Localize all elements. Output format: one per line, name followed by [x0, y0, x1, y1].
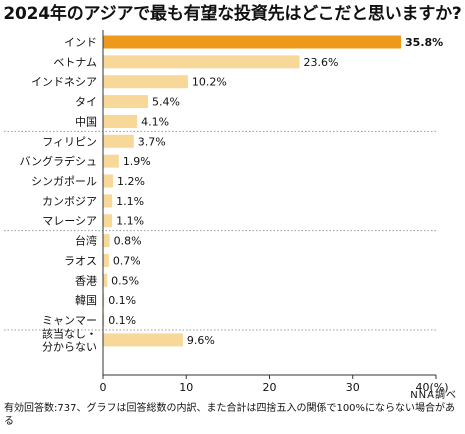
- bar-12: [103, 253, 109, 267]
- value-label-11: 0.8%: [114, 235, 142, 248]
- bar-9: [103, 194, 113, 208]
- chart-title: 2024年のアジアで最も有望な投資先はどこだと思いますか?: [3, 4, 462, 24]
- category-label-15: ミャンマー: [42, 314, 97, 327]
- value-label-12: 0.7%: [113, 254, 141, 267]
- value-label-2: 23.6%: [303, 56, 338, 69]
- value-label-8: 1.2%: [117, 175, 145, 188]
- category-label-11: 台湾: [75, 234, 97, 248]
- category-label-2: ベトナム: [53, 56, 97, 69]
- value-label-10: 1.1%: [116, 215, 144, 228]
- bar-10: [103, 214, 113, 228]
- value-label-4: 5.4%: [152, 96, 180, 109]
- category-label-8: シンガポール: [31, 175, 97, 188]
- value-label-9: 1.1%: [116, 195, 144, 208]
- value-label-13: 0.5%: [111, 274, 139, 287]
- bar-8: [103, 174, 113, 188]
- category-label-6: フィリピン: [42, 135, 97, 148]
- bar-2: [103, 55, 300, 69]
- category-label-7: バングラデシュ: [19, 154, 97, 168]
- bar-15: [103, 313, 105, 327]
- value-label-15: 0.1%: [108, 314, 136, 327]
- bar-7: [103, 154, 119, 168]
- x-tick-label-2: 10: [179, 381, 193, 394]
- x-tick-label-4: 30: [346, 381, 360, 394]
- x-tick-label-5: 40(%): [415, 381, 448, 394]
- category-label-14: 韓国: [75, 294, 97, 307]
- source-credit: NNA調べ: [410, 390, 457, 401]
- value-label-16: 9.6%: [187, 334, 215, 347]
- category-label-9: カンボジア: [42, 195, 97, 208]
- category-label-5: 中国: [75, 115, 97, 128]
- category-label-16: 該当なし・分からない: [42, 326, 97, 353]
- footnote: 有効回答数:737、グラフは回答総数の内訳、また合計は四捨五入の関係で100%に…: [4, 403, 456, 427]
- category-label-1: インド: [64, 36, 97, 49]
- value-label-3: 10.2%: [192, 76, 227, 89]
- category-label-4: タイ: [75, 96, 97, 109]
- bar-6: [103, 134, 134, 148]
- category-label-13: 香港: [75, 274, 97, 287]
- value-label-7: 1.9%: [123, 155, 151, 168]
- bar-5: [103, 114, 138, 128]
- bar-16: [103, 333, 183, 347]
- category-label-12: ラオス: [64, 254, 97, 267]
- bar-3: [103, 75, 188, 89]
- bar-14: [103, 293, 105, 307]
- category-label-3: インドネシア: [31, 76, 97, 89]
- x-tick-label-3: 20: [263, 381, 277, 394]
- bar-1: [103, 35, 402, 49]
- bar-13: [103, 273, 108, 287]
- bar-4: [103, 95, 148, 109]
- value-label-5: 4.1%: [141, 115, 169, 128]
- value-label-6: 3.7%: [138, 135, 166, 148]
- value-label-1: 35.8%: [405, 36, 443, 49]
- value-label-14: 0.1%: [108, 294, 136, 307]
- bar-11: [103, 234, 110, 248]
- x-tick-label-1: 0: [100, 381, 107, 394]
- category-label-10: マレーシア: [42, 215, 97, 228]
